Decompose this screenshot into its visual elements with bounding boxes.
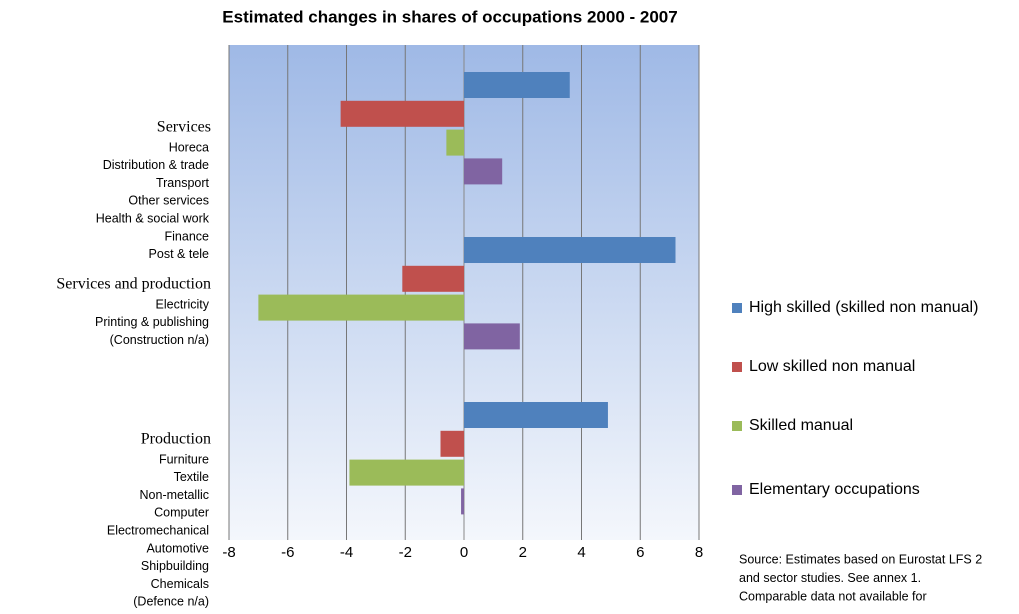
bar bbox=[464, 72, 570, 98]
x-tick-label: 2 bbox=[519, 544, 527, 561]
category-detail: Chemicals bbox=[151, 577, 209, 591]
bar bbox=[446, 129, 464, 156]
x-tick-label: 4 bbox=[577, 544, 585, 561]
legend-swatch bbox=[732, 362, 742, 372]
category-detail: (Construction n/a) bbox=[110, 333, 209, 347]
x-tick-label: 6 bbox=[636, 544, 644, 561]
category-detail: Shipbuilding bbox=[141, 559, 209, 573]
category-detail: Transport bbox=[156, 176, 210, 190]
legend-label: Low skilled non manual bbox=[749, 358, 915, 375]
category-detail: Distribution & trade bbox=[103, 158, 209, 172]
legend-label: Skilled manual bbox=[749, 417, 853, 434]
category-detail: Other services bbox=[128, 194, 209, 208]
annotation: Comparable data not available for bbox=[739, 589, 927, 603]
bar bbox=[464, 158, 503, 185]
category-detail: Electricity bbox=[156, 297, 210, 311]
category-detail: Textile bbox=[174, 470, 209, 484]
category-detail: Health & social work bbox=[96, 211, 210, 225]
category-detail: Electromechanical bbox=[107, 523, 209, 537]
bar bbox=[464, 323, 520, 350]
legend-swatch bbox=[732, 485, 742, 495]
bar bbox=[440, 430, 464, 457]
category-detail: (Defence n/a) bbox=[133, 595, 209, 609]
legend-swatch bbox=[732, 303, 742, 313]
x-tick-label: -8 bbox=[222, 544, 235, 561]
category-label: Services bbox=[157, 119, 211, 136]
category-detail: Non-metallic bbox=[140, 488, 209, 502]
bar bbox=[349, 459, 464, 486]
bar bbox=[340, 100, 464, 127]
x-tick-label: 8 bbox=[695, 544, 703, 561]
x-tick-label: -6 bbox=[281, 544, 294, 561]
bar bbox=[461, 488, 464, 515]
annotation: Source: Estimates based on Eurostat LFS … bbox=[739, 552, 982, 566]
category-detail: Furniture bbox=[159, 452, 209, 466]
category-detail: Post & tele bbox=[149, 247, 209, 261]
bar bbox=[402, 265, 464, 292]
category-detail: Finance bbox=[165, 229, 210, 243]
x-tick-label: -4 bbox=[340, 544, 353, 561]
category-detail: Automotive bbox=[146, 541, 209, 555]
category-detail: Printing & publishing bbox=[95, 315, 209, 329]
category-label: Production bbox=[141, 431, 211, 448]
x-tick-label: -2 bbox=[399, 544, 412, 561]
bar bbox=[464, 237, 676, 263]
annotation: and sector studies. See annex 1. bbox=[739, 571, 921, 585]
category-detail: Horeca bbox=[169, 140, 209, 154]
chart-title: Estimated changes in shares of occupatio… bbox=[222, 7, 677, 26]
legend-swatch bbox=[732, 421, 742, 431]
bar bbox=[258, 294, 464, 321]
category-detail: Computer bbox=[154, 506, 209, 520]
legend-label: High skilled (skilled non manual) bbox=[749, 299, 978, 316]
x-tick-label: 0 bbox=[460, 544, 468, 561]
bar bbox=[464, 402, 608, 428]
legend-label: Elementary occupations bbox=[749, 481, 920, 498]
category-label: Services and production bbox=[56, 276, 211, 293]
